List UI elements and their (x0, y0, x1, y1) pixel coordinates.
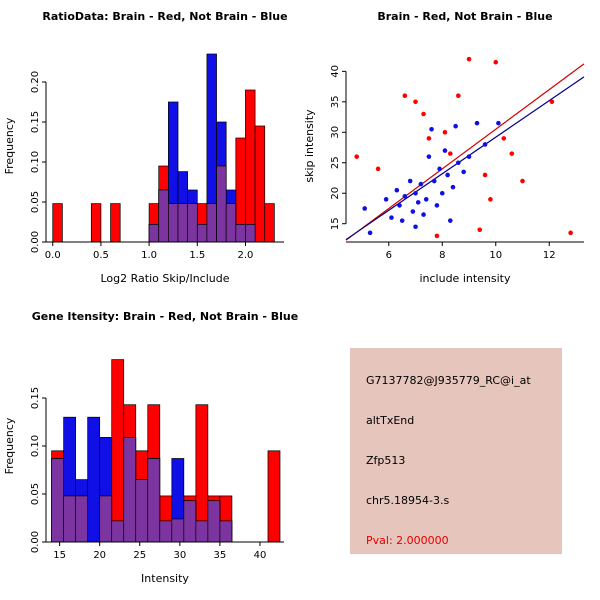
info-quadrant: G7137782@J935779_RC@i_at altTxEnd Zfp513… (300, 300, 600, 600)
svg-text:1.5: 1.5 (189, 250, 205, 261)
panel-intensity-scatter: Brain - Red, Not Brain - Blue include in… (303, 10, 585, 285)
gene-histogram-plot: 15 20 25 30 35 40 0.00 0.05 0.10 0.15 (30, 359, 284, 561)
panel-gene-intensity-histogram: Gene Itensity: Brain - Red, Not Brain - … (3, 310, 298, 585)
svg-text:0.0: 0.0 (45, 250, 61, 261)
svg-text:8: 8 (439, 250, 445, 261)
svg-text:12: 12 (543, 250, 556, 261)
ratio-histogram-title: RatioData: Brain - Red, Not Brain - Blue (42, 10, 287, 23)
svg-text:35: 35 (330, 95, 341, 108)
scatter-ylabel: skip intensity (303, 109, 316, 183)
ratio-histogram-xlabel: Log2 Ratio Skip/Include (100, 272, 229, 285)
svg-text:20: 20 (330, 187, 341, 200)
probe-id-text: G7137782@J935779_RC@i_at (366, 374, 531, 387)
scatter-title: Brain - Red, Not Brain - Blue (377, 10, 552, 23)
svg-text:0.20: 0.20 (30, 71, 41, 93)
ratio-histogram-ylabel: Frequency (3, 117, 16, 174)
svg-text:2.0: 2.0 (238, 250, 254, 261)
svg-text:40: 40 (254, 550, 267, 561)
event-type-text: altTxEnd (366, 414, 415, 427)
scatter-xlabel: include intensity (419, 272, 511, 285)
gene-histogram-ylabel: Frequency (3, 417, 16, 474)
svg-text:0.05: 0.05 (30, 191, 41, 213)
svg-text:15: 15 (330, 217, 341, 230)
gene-histogram-title: Gene Itensity: Brain - Red, Not Brain - … (32, 310, 298, 323)
pval-text: Pval: 2.000000 (366, 534, 449, 547)
svg-text:0.10: 0.10 (30, 151, 41, 173)
svg-text:30: 30 (173, 550, 186, 561)
gene-info-panel: G7137782@J935779_RC@i_at altTxEnd Zfp513… (350, 348, 562, 554)
svg-text:15: 15 (53, 550, 66, 561)
svg-text:0.05: 0.05 (30, 483, 41, 505)
gene-histogram-xlabel: Intensity (141, 572, 189, 585)
svg-text:20: 20 (93, 550, 106, 561)
svg-text:0.5: 0.5 (93, 250, 109, 261)
panel-ratio-histogram: RatioData: Brain - Red, Not Brain - Blue… (3, 10, 288, 285)
svg-text:25: 25 (330, 156, 341, 169)
locus-text: chr5.18954-3.s (366, 494, 450, 507)
svg-text:0.00: 0.00 (30, 531, 41, 553)
scatter-plot: 6 8 10 12 15 20 25 30 35 40 (330, 56, 585, 261)
svg-text:30: 30 (330, 126, 341, 139)
svg-text:0.00: 0.00 (30, 231, 41, 253)
svg-text:25: 25 (133, 550, 146, 561)
svg-text:10: 10 (489, 250, 502, 261)
svg-text:0.15: 0.15 (30, 387, 41, 409)
ratio-histogram-plot: 0.0 0.5 1.0 1.5 2.0 0.00 0.05 0.10 0.15 0.20 (30, 53, 284, 261)
svg-text:35: 35 (214, 550, 227, 561)
svg-text:0.15: 0.15 (30, 111, 41, 133)
gene-name-text: Zfp513 (366, 454, 406, 467)
svg-text:0.10: 0.10 (30, 435, 41, 457)
svg-text:6: 6 (386, 250, 392, 261)
svg-text:1.0: 1.0 (141, 250, 157, 261)
svg-text:40: 40 (330, 65, 341, 78)
